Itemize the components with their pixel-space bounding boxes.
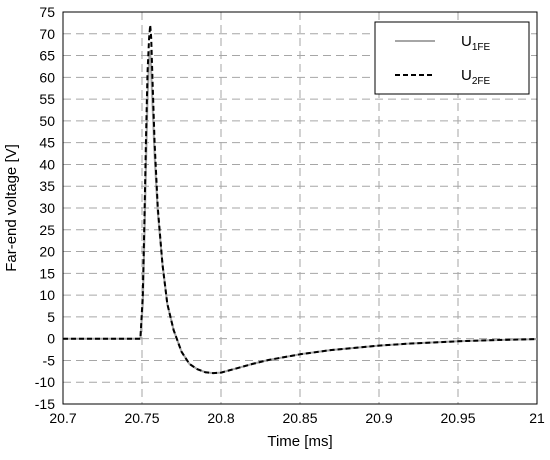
legend-label-u1fe-main: U	[461, 33, 472, 50]
y-tick-label: -15	[35, 396, 55, 412]
y-tick-label: 5	[47, 309, 55, 325]
y-tick-label: 75	[39, 4, 55, 20]
x-tick-label: 20.75	[124, 410, 159, 426]
legend: U1FE U2FE	[374, 21, 530, 95]
y-tick-label: 20	[39, 244, 55, 260]
y-tick-label: 0	[47, 331, 55, 347]
y-tick-label: 55	[39, 91, 55, 107]
y-tick-label: 50	[39, 113, 55, 129]
x-tick-label: 20.7	[49, 410, 76, 426]
y-tick-label: -10	[35, 374, 55, 390]
x-tick-label: 20.8	[207, 410, 234, 426]
legend-label-u2fe-main: U	[461, 67, 472, 84]
grid	[63, 12, 537, 404]
x-tick-labels: 20.7 20.75 20.8 20.85 20.9 20.95 21	[49, 410, 545, 426]
plot-frame	[62, 11, 538, 405]
legend-label-u2fe: U2FE	[461, 67, 491, 87]
series-line-u2fe	[63, 24, 538, 375]
y-tick-label: 30	[39, 200, 55, 216]
y-tick-label: 15	[39, 265, 55, 281]
x-axis-label: Time [ms]	[267, 433, 332, 450]
legend-label-u2fe-sub: 2FE	[472, 76, 491, 87]
y-tick-label: -5	[43, 352, 56, 368]
legend-box	[374, 21, 530, 95]
x-tick-label: 20.9	[365, 410, 392, 426]
y-tick-label: 35	[39, 178, 55, 194]
y-tick-label: 40	[39, 156, 55, 172]
x-tick-label: 20.95	[440, 410, 475, 426]
legend-label-u1fe: U1FE	[461, 33, 491, 53]
y-tick-label: 65	[39, 48, 55, 64]
y-tick-label: 10	[39, 287, 55, 303]
legend-label-u1fe-sub: 1FE	[472, 42, 491, 53]
x-tick-label: 21	[529, 410, 545, 426]
series-layer	[63, 24, 538, 375]
y-tick-label: 25	[39, 222, 55, 238]
y-tick-label: 60	[39, 69, 55, 85]
x-tick-label: 20.85	[282, 410, 317, 426]
y-tick-label: 70	[39, 26, 55, 42]
y-axis-label: Far-end voltage [V]	[3, 144, 20, 272]
y-tick-label: 45	[39, 135, 55, 151]
